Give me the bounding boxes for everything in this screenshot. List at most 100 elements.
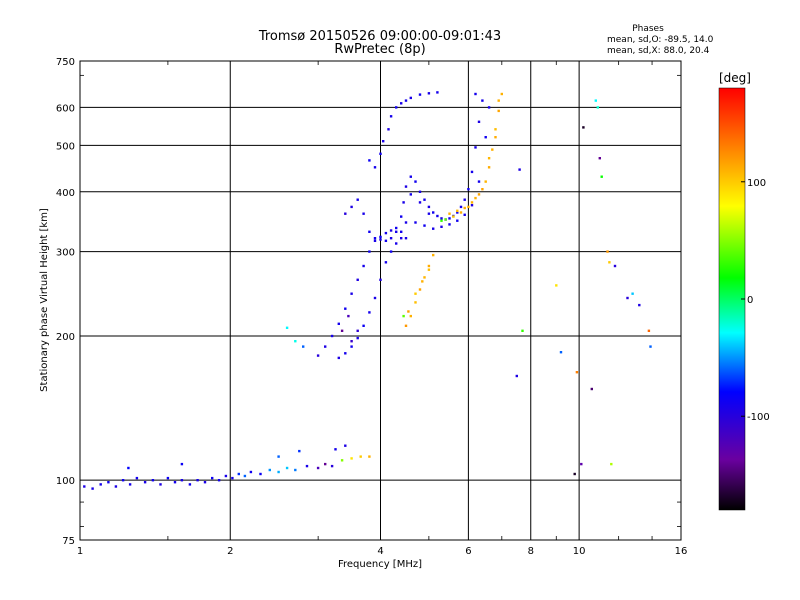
data-point [395,230,398,233]
data-point [387,128,390,131]
data-point [121,479,125,482]
data-point [414,180,417,183]
y-tick-label: 400 [56,188,75,199]
data-point [337,322,340,325]
data-point [151,479,155,482]
data-point [626,296,629,300]
data-point [316,354,320,357]
x-tick-label: 8 [528,546,534,557]
data-point [491,148,494,151]
data-point [432,211,435,214]
data-point [474,146,477,149]
data-point [400,237,403,240]
data-point [334,448,337,451]
data-point [395,226,398,230]
data-point [395,106,398,109]
data-point [224,474,228,478]
data-point [427,92,431,95]
data-point [477,193,481,196]
data-point [350,457,353,460]
data-point [395,242,398,245]
data-point [384,261,388,264]
data-point [305,464,309,468]
colorbar-tick-label: 100 [747,178,766,189]
data-point [128,483,132,486]
data-point [613,264,617,268]
data-point [427,264,431,268]
data-point [414,301,417,304]
data-point [344,307,347,310]
data-point [474,92,477,96]
data-point [456,211,459,214]
data-point [389,250,393,253]
data-point [456,209,459,212]
data-point [647,329,651,332]
data-point [582,126,585,129]
data-point [440,219,443,222]
data-point [99,483,102,486]
data-point [487,166,491,169]
data-point [268,468,271,472]
data-point [459,205,463,209]
data-point [418,201,422,204]
data-point [427,268,431,271]
x-ticks: 1 2 4 6 8 10 16 [77,61,688,557]
data-point [452,215,455,218]
data-point [518,168,521,171]
data-point [217,479,221,482]
x-tick-label: 2 [227,546,233,557]
data-point [389,237,393,240]
data-point [359,455,362,458]
data-point [368,455,371,458]
data-points [83,91,652,490]
data-point [368,250,371,253]
data-point [590,387,593,391]
data-point [384,239,388,242]
chart-title: Tromsø 20150526 09:00:00-09:01:43 [258,29,501,44]
data-point [608,261,611,264]
data-point [277,455,280,458]
data-point [500,92,503,96]
data-point [448,223,451,226]
data-point [444,218,447,221]
data-point [389,115,393,118]
data-point [414,221,417,224]
data-point [580,462,583,466]
data-point [477,120,481,123]
data-point [324,345,327,348]
data-point [340,459,344,462]
data-point [249,470,253,474]
data-point [373,239,377,242]
data-point [575,371,579,374]
y-tick-label: 75 [62,536,75,547]
stats-x-line: mean, sd,X: 88.0, 20.4 [607,46,710,56]
data-point [368,311,371,314]
data-point [243,474,247,478]
data-point [484,136,487,139]
data-point [404,324,408,327]
data-point [211,476,214,480]
data-point [362,324,365,327]
data-point [350,205,353,209]
y-tick-label: 750 [56,57,75,68]
data-point [487,157,491,160]
data-point [379,235,382,239]
data-point [423,224,426,227]
y-tick-label: 200 [56,332,75,343]
data-point [203,481,207,484]
data-point [494,128,497,131]
data-point [196,479,199,482]
y-axis-label: Stationary phase Virtual Height [km] [39,208,50,392]
data-point [432,253,435,257]
data-point [427,205,431,209]
data-point [285,466,289,470]
data-point [347,314,350,318]
data-point [436,91,439,94]
data-point [402,314,405,318]
data-point [237,472,240,476]
data-point [606,250,609,253]
x-tick-label: 16 [675,546,688,557]
data-point [404,237,408,240]
data-point [91,487,94,490]
